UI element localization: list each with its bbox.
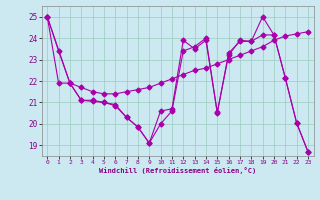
X-axis label: Windchill (Refroidissement éolien,°C): Windchill (Refroidissement éolien,°C)	[99, 167, 256, 174]
